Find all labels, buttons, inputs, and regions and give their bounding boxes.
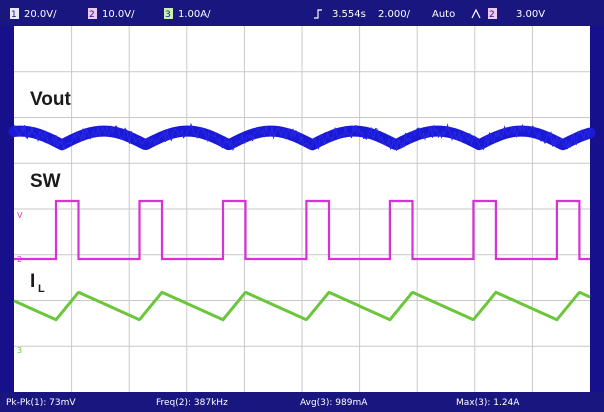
- trigger-level[interactable]: 3.00V: [516, 9, 545, 20]
- ch1-number: 1: [11, 10, 17, 20]
- measurement-avg[interactable]: Avg(3): 989mA: [300, 398, 368, 408]
- ch2-scale[interactable]: 10.0V/: [102, 9, 135, 20]
- time-scale[interactable]: 2.000/: [378, 9, 411, 20]
- vout-label: Vout: [30, 89, 71, 110]
- measurement-max[interactable]: Max(3): 1.24A: [456, 398, 520, 408]
- ch2-ground-marker[interactable]: 2: [17, 255, 22, 264]
- ch2-top-marker: V: [17, 211, 23, 220]
- ch2-number: 2: [89, 10, 95, 20]
- trigger-channel-number: 2: [489, 10, 495, 20]
- measurement-pkpk[interactable]: Pk-Pk(1): 73mV: [6, 398, 76, 408]
- ch3-scale[interactable]: 1.00A/: [178, 9, 211, 20]
- ch1-ground-marker[interactable]: 4: [17, 125, 22, 134]
- ch3-number: 3: [165, 10, 171, 20]
- acquisition-mode[interactable]: Auto: [432, 9, 455, 20]
- il-label-subscript: L: [38, 283, 45, 295]
- time-offset[interactable]: 3.554s: [332, 9, 366, 20]
- measurement-freq[interactable]: Freq(2): 387kHz: [156, 398, 228, 408]
- ch3-ground-marker[interactable]: 3: [17, 346, 22, 355]
- ch1-scale[interactable]: 20.0V/: [24, 9, 57, 20]
- sw-label: SW: [30, 171, 61, 192]
- il-label: I: [30, 271, 35, 292]
